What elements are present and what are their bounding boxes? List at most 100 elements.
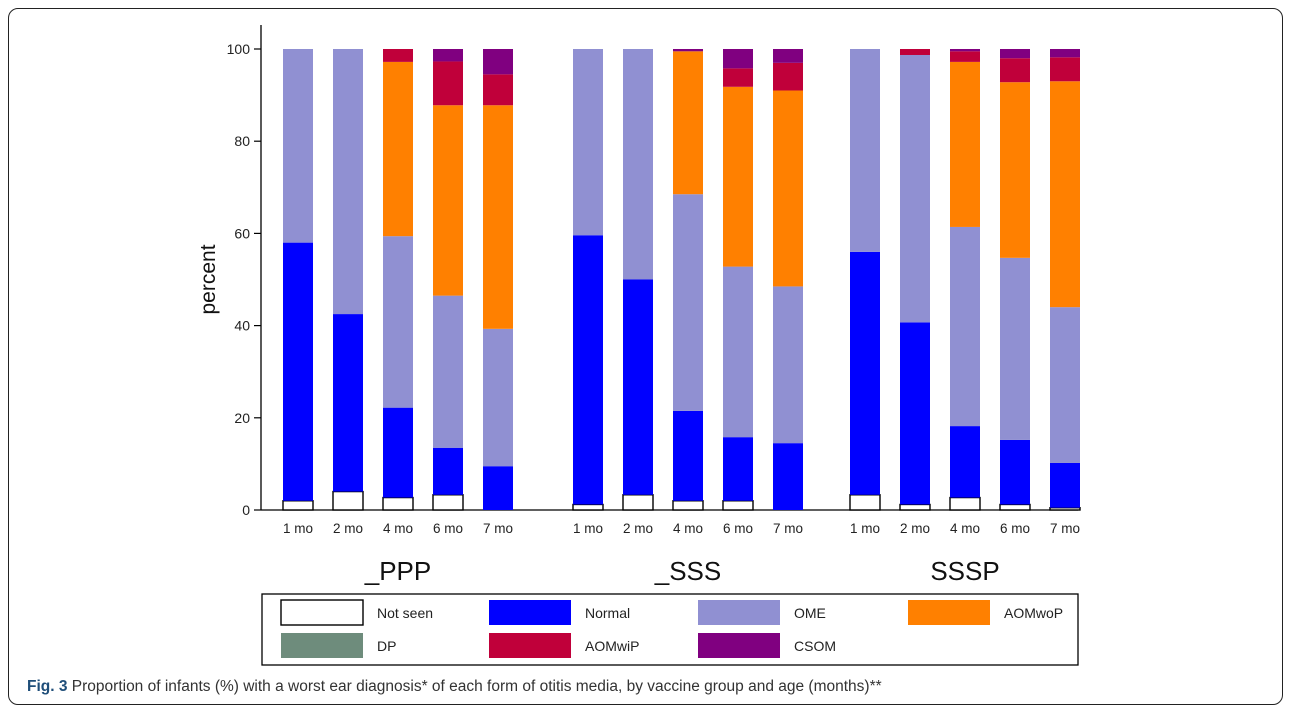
bar-sssp-1mo-ome <box>850 49 880 252</box>
legend-swatch-normal <box>489 600 571 625</box>
x-tick-label-ppp-2mo: 2 mo <box>333 521 363 536</box>
bar-ppp-7mo-aomwip <box>483 74 513 106</box>
bar-sssp-4mo-aomwip <box>950 51 980 62</box>
bar-sss-4mo-aomwop <box>673 51 703 195</box>
legend-label-normal: Normal <box>585 605 630 621</box>
x-tick-label-sss-4mo: 4 mo <box>673 521 703 536</box>
y-tick-label-80: 80 <box>234 133 250 149</box>
bar-sssp-4mo-not-seen <box>949 496 981 511</box>
bar-sssp-6mo-aomwop <box>1000 82 1030 258</box>
caption-lead: Fig. 3 <box>27 678 68 695</box>
legend-swatch-dp <box>281 633 363 658</box>
legend-label-not-seen: Not seen <box>377 605 433 621</box>
bar-sssp-7mo-aomwop <box>1050 81 1080 308</box>
bar-ppp-6mo-aomwip <box>433 61 463 106</box>
bar-ppp-6mo-aomwop <box>433 105 463 296</box>
x-tick-label-ppp-6mo: 6 mo <box>433 521 463 536</box>
legend-label-aomwop: AOMwoP <box>1004 605 1063 621</box>
bar-ppp-7mo-normal <box>483 466 513 510</box>
bar-ppp-7mo-csom <box>483 49 513 75</box>
bar-sssp-7mo-aomwip <box>1050 57 1080 82</box>
legend-swatch-not-seen <box>280 599 364 626</box>
bar-sssp-6mo-normal <box>1000 439 1030 505</box>
bar-ppp-2mo-normal <box>333 314 363 492</box>
legend-label-csom: CSOM <box>794 638 836 654</box>
bar-sssp-7mo-ome <box>1050 307 1080 463</box>
bar-sss-6mo-aomwop <box>723 86 753 267</box>
legend-swatch-aomwop <box>908 600 990 625</box>
bar-sss-6mo-normal <box>723 437 753 501</box>
bar-sss-1mo-not-seen <box>572 503 604 511</box>
y-tick-label-100: 100 <box>227 41 251 57</box>
bar-sssp-7mo-normal <box>1050 462 1080 508</box>
bar-sssp-7mo-not-seen <box>1049 506 1081 511</box>
x-tick-label-sssp-2mo: 2 mo <box>900 521 930 536</box>
bar-sssp-4mo-aomwop <box>950 61 980 227</box>
x-tick-label-sss-6mo: 6 mo <box>723 521 753 536</box>
bar-sssp-2mo-not-seen <box>899 503 931 511</box>
y-tick-label-60: 60 <box>234 225 250 241</box>
bar-sssp-6mo-aomwip <box>1000 58 1030 83</box>
x-tick-label-sssp-1mo: 1 mo <box>850 521 880 536</box>
x-tick-label-sss-7mo: 7 mo <box>773 521 803 536</box>
legend-label-aomwip: AOMwiP <box>585 638 639 654</box>
bar-sssp-4mo-normal <box>950 426 980 498</box>
bar-ppp-4mo-not-seen <box>382 496 414 511</box>
figure-caption: Fig. 3 Proportion of infants (%) with a … <box>27 678 882 696</box>
legend-swatch-ome <box>698 600 780 625</box>
x-tick-label-ppp-7mo: 7 mo <box>483 521 513 536</box>
group-label-sss: _SSS <box>654 556 722 586</box>
bar-sss-7mo-aomwop <box>773 90 803 287</box>
x-tick-label-sss-1mo: 1 mo <box>573 521 603 536</box>
bar-sssp-7mo-csom <box>1050 49 1080 58</box>
bar-sssp-1mo-not-seen <box>849 494 881 511</box>
bar-sssp-6mo-not-seen <box>999 503 1031 511</box>
y-axis-label: percent <box>197 244 220 314</box>
legend-swatch-aomwip <box>489 633 571 658</box>
x-tick-label-sss-2mo: 2 mo <box>623 521 653 536</box>
bar-sss-7mo-csom <box>773 49 803 63</box>
bar-sss-7mo-aomwip <box>773 62 803 91</box>
bar-sssp-2mo-ome <box>900 54 930 323</box>
group-label-sssp: SSSP <box>930 556 999 586</box>
x-tick-label-sssp-4mo: 4 mo <box>950 521 980 536</box>
bar-ppp-4mo-normal <box>383 407 413 498</box>
bar-sss-4mo-ome <box>673 194 703 411</box>
group-label-ppp: _PPP <box>364 556 432 586</box>
bar-sssp-4mo-ome <box>950 226 980 427</box>
y-tick-label-0: 0 <box>242 502 250 518</box>
bar-ppp-1mo-normal <box>283 242 313 501</box>
bar-sss-4mo-csom <box>673 49 703 52</box>
bar-sssp-4mo-csom <box>950 49 980 52</box>
bar-sssp-2mo-normal <box>900 322 930 505</box>
bar-sss-6mo-csom <box>723 49 753 69</box>
bar-sss-6mo-aomwip <box>723 68 753 87</box>
y-tick-label-20: 20 <box>234 410 250 426</box>
bar-sssp-2mo-aomwip <box>900 49 930 55</box>
x-tick-label-ppp-4mo: 4 mo <box>383 521 413 536</box>
caption-text: Proportion of infants (%) with a worst e… <box>67 678 882 695</box>
bar-ppp-4mo-aomwop <box>383 61 413 237</box>
bar-sss-4mo-normal <box>673 410 703 501</box>
bar-ppp-4mo-ome <box>383 236 413 408</box>
legend-swatch-csom <box>698 633 780 658</box>
y-tick-label-40: 40 <box>234 318 250 334</box>
bar-sssp-6mo-csom <box>1000 49 1030 59</box>
bar-ppp-4mo-aomwip <box>383 49 413 62</box>
bar-ppp-1mo-ome <box>283 49 313 243</box>
x-tick-label-ppp-1mo: 1 mo <box>283 521 313 536</box>
legend-label-dp: DP <box>377 638 396 654</box>
bar-sss-7mo-ome <box>773 286 803 444</box>
bar-sss-6mo-ome <box>723 266 753 438</box>
x-tick-label-sssp-6mo: 6 mo <box>1000 521 1030 536</box>
bar-sssp-1mo-normal <box>850 251 880 495</box>
x-tick-label-sssp-7mo: 7 mo <box>1050 521 1080 536</box>
bar-sss-2mo-ome <box>623 49 653 280</box>
bar-ppp-1mo-not-seen <box>282 500 314 511</box>
bar-ppp-6mo-ome <box>433 295 463 448</box>
bar-ppp-6mo-not-seen <box>432 494 464 511</box>
bar-sss-1mo-normal <box>573 235 603 505</box>
bar-ppp-6mo-csom <box>433 49 463 62</box>
bar-sss-7mo-normal <box>773 443 803 510</box>
